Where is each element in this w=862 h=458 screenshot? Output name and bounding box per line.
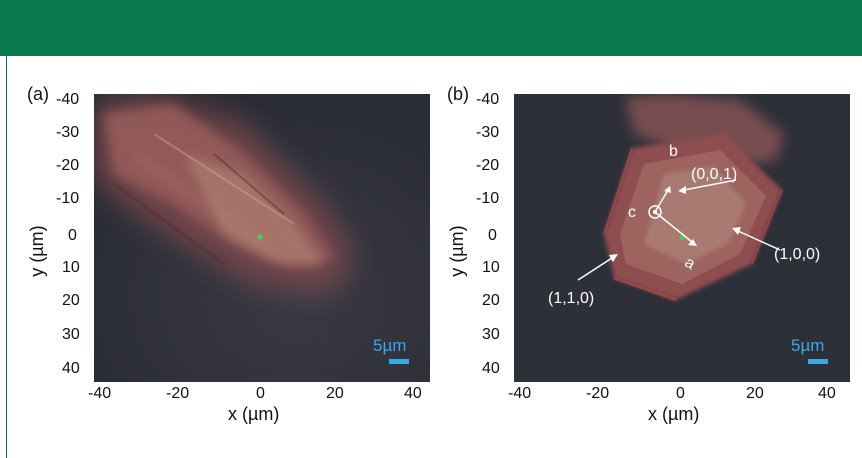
face-001-arrowhead bbox=[678, 186, 686, 194]
panel-b-ytick: -30 bbox=[476, 124, 500, 141]
panel-b-ytick: -40 bbox=[476, 91, 500, 108]
panel-a-ylabel: y (µm) bbox=[27, 225, 47, 277]
panel-a-xtick: 40 bbox=[404, 385, 422, 402]
panel-b-xtick: -20 bbox=[586, 385, 610, 402]
panel-a-ytick: 0 bbox=[68, 227, 77, 244]
face-001-label: (0,0,1) bbox=[691, 166, 738, 183]
panel-b-ytick: 40 bbox=[482, 360, 500, 377]
panel-a-ytick: 10 bbox=[62, 259, 80, 276]
panel-b-xtick: 0 bbox=[676, 385, 685, 402]
face-110-label: (1,1,0) bbox=[548, 290, 595, 307]
panel-a-ytick: -10 bbox=[56, 190, 80, 207]
panel-b-ytick: 0 bbox=[488, 227, 497, 244]
panel-a-scale-bar bbox=[389, 359, 409, 364]
panel-a-micrograph bbox=[94, 94, 430, 382]
panel-a-xtick: 20 bbox=[326, 385, 344, 402]
header-banner bbox=[0, 0, 862, 56]
panel-b-scale-label: 5µm bbox=[791, 336, 825, 355]
panel-a-image bbox=[94, 94, 430, 382]
a-axis-arrowhead bbox=[688, 239, 697, 246]
panel-a-xtick: -20 bbox=[166, 385, 190, 402]
face-001-pointer bbox=[683, 179, 737, 191]
c-axis-marker bbox=[648, 205, 662, 219]
face-100-pointer bbox=[737, 230, 781, 251]
panel-a-ytick: -30 bbox=[56, 124, 80, 141]
panel-b-image bbox=[514, 94, 850, 382]
panel-b-xtick: 40 bbox=[818, 385, 836, 402]
face-110-pointer bbox=[577, 257, 613, 281]
panel-a-ytick: 30 bbox=[62, 326, 80, 343]
left-border-rule bbox=[6, 56, 7, 458]
panel-a-ytick: 40 bbox=[62, 360, 80, 377]
panel-b-xtick: -40 bbox=[508, 385, 532, 402]
panel-b-xtick: 20 bbox=[746, 385, 764, 402]
panel-a-ytick: 20 bbox=[62, 292, 80, 309]
panel-b-scale-bar bbox=[808, 359, 828, 364]
panel-b-letter: (b) bbox=[447, 84, 469, 104]
face-110-arrowhead bbox=[609, 254, 618, 262]
panel-b-ytick: 20 bbox=[482, 292, 500, 309]
panel-a-xlabel: x (µm) bbox=[228, 404, 280, 424]
panel-b-ylabel: y (µm) bbox=[447, 225, 467, 277]
axis-b-label: b bbox=[669, 143, 678, 160]
panel-a-scale-label: 5µm bbox=[373, 336, 407, 355]
panel-b-ytick: 10 bbox=[482, 259, 500, 276]
panel-a-ytick: -20 bbox=[56, 157, 80, 174]
panel-a-xtick: -40 bbox=[88, 385, 112, 402]
face-100-label: (1,0,0) bbox=[774, 246, 821, 263]
face-100-arrowhead bbox=[732, 227, 741, 235]
panel-b-xlabel: x (µm) bbox=[648, 404, 700, 424]
panel-a-xtick: 0 bbox=[256, 385, 265, 402]
panel-a-center-marker bbox=[257, 234, 263, 240]
b-axis-arrow bbox=[654, 189, 669, 213]
panel-a-ytick: -40 bbox=[56, 91, 80, 108]
panel-b-micrograph bbox=[514, 94, 850, 382]
axis-c-label: c bbox=[628, 204, 636, 221]
panel-b-center-marker bbox=[679, 235, 685, 241]
panel-b-ytick: 30 bbox=[482, 326, 500, 343]
panel-a-letter: (a) bbox=[27, 84, 49, 104]
panel-b-ytick: -20 bbox=[476, 157, 500, 174]
b-axis-arrowhead bbox=[664, 186, 671, 193]
panel-b-ytick: -10 bbox=[476, 190, 500, 207]
a-axis-arrow bbox=[654, 211, 693, 243]
